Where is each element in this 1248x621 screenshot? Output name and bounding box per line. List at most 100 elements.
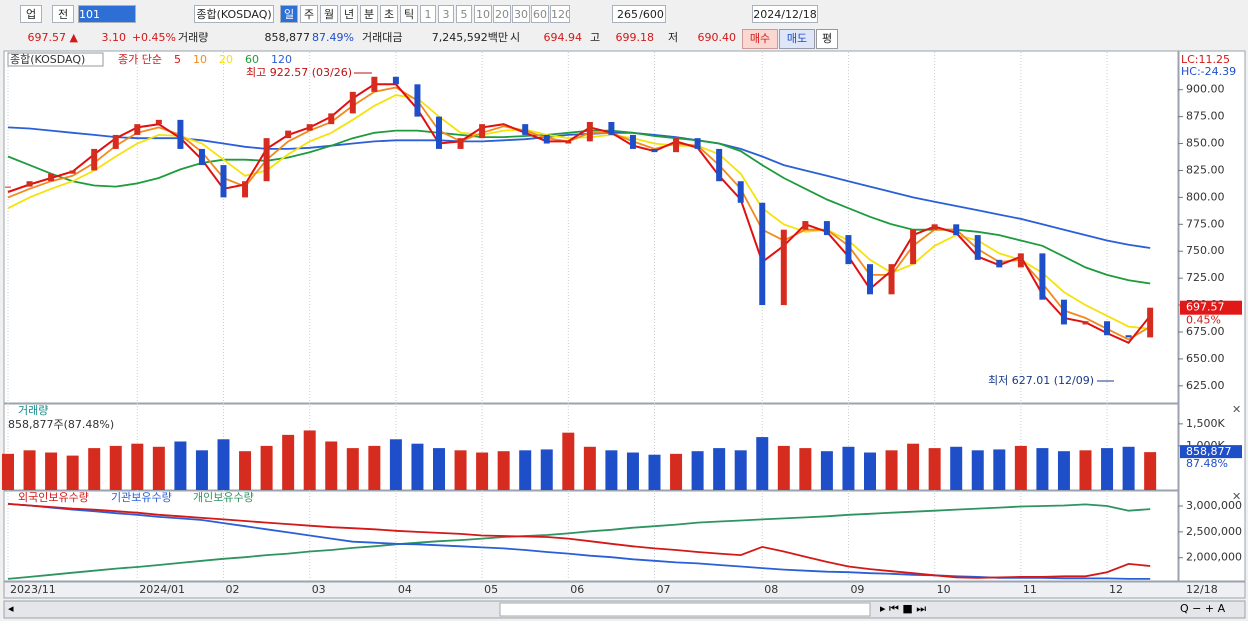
candle <box>867 264 873 295</box>
volume-bar <box>195 450 208 490</box>
toolbar-button[interactable]: 년 <box>340 5 358 23</box>
panel-subtitle: 858,877주(87.48%) <box>8 418 114 431</box>
legend-item: 외국인보유수량 <box>18 491 89 504</box>
legend-box <box>7 52 104 67</box>
quote-field: 시 <box>510 31 521 44</box>
y-tick-label: 825.00 <box>1186 163 1225 176</box>
volume-bar <box>325 441 338 490</box>
price-tag <box>1180 300 1242 315</box>
volume-bar <box>648 454 661 490</box>
x-tick-label: 05 <box>484 583 498 596</box>
y-tick-label: 900.00 <box>1186 83 1225 96</box>
y-tick-label: 2,500,000 <box>1186 525 1242 538</box>
x-tick-label: 10 <box>937 583 951 596</box>
candle <box>91 148 98 171</box>
y-tick-label: 875.00 <box>1186 110 1225 123</box>
volume-bar <box>217 439 230 490</box>
candle <box>673 138 680 153</box>
candle <box>823 221 830 236</box>
volume-bar <box>303 430 316 490</box>
holdings-line <box>7 503 1151 580</box>
x-tick-label: 06 <box>570 583 584 596</box>
quote-field: 거래량 <box>178 31 209 44</box>
volume-bar <box>476 452 489 490</box>
candle <box>565 141 572 144</box>
high-annotation: 최고 922.57 (03/26) <box>246 66 352 79</box>
quote-field: 858,877 <box>264 31 311 44</box>
volume-bar <box>368 445 381 490</box>
scroll-left[interactable]: ◂ <box>8 602 14 615</box>
toolbar-button[interactable]: 20 <box>493 5 511 23</box>
quote-field: 7,245,592백만 <box>431 31 508 44</box>
toolbar-button[interactable]: 30 <box>512 5 530 23</box>
quote-field: 거래대금 <box>362 31 403 44</box>
toolbar-button[interactable]: 월 <box>320 5 338 23</box>
toolbar-button[interactable]: /600 <box>638 5 666 23</box>
panel-close[interactable]: ✕ <box>1232 403 1241 416</box>
candle <box>888 264 895 295</box>
toolbar-button[interactable]: 3 <box>438 5 454 23</box>
x-tick-label: 2024/01 <box>139 583 185 596</box>
holdings-panel <box>3 490 1179 582</box>
toolbar-button[interactable]: 10 <box>474 5 492 23</box>
candle <box>242 181 249 198</box>
toolbar-button[interactable]: 틱 <box>400 5 418 23</box>
candle <box>134 124 141 135</box>
candle <box>1125 335 1132 338</box>
panel-title: 거래량 <box>18 404 48 417</box>
volume-bar <box>411 443 424 490</box>
candle <box>349 91 356 114</box>
toolbar-button[interactable]: 120 <box>550 5 570 23</box>
holdings-line <box>7 503 1151 580</box>
candle <box>651 148 658 153</box>
toolbar-button[interactable]: 60 <box>531 5 549 23</box>
hc-label: HC:-24.39 <box>1181 65 1236 78</box>
volume-bar <box>971 450 984 490</box>
legend-item: 개인보유수량 <box>193 491 254 504</box>
candle <box>414 84 421 117</box>
y-tick-label: 675.00 <box>1186 325 1225 338</box>
candle <box>500 124 507 126</box>
candle <box>392 76 399 85</box>
volume-bar <box>260 445 273 490</box>
toolbar-button[interactable]: 2024/12/18 <box>752 5 818 23</box>
quote-field[interactable]: 평 <box>816 29 838 49</box>
quote-field[interactable]: 매도 <box>779 29 815 49</box>
candle <box>479 124 486 139</box>
right-axis <box>1178 50 1246 582</box>
low-annotation: 최저 627.01 (12/09) <box>988 374 1094 387</box>
volume-bar <box>1122 446 1135 490</box>
toolbar-button[interactable]: 분 <box>360 5 378 23</box>
toolbar-button[interactable]: 5 <box>456 5 472 23</box>
toolbar-button[interactable]: 주 <box>300 5 318 23</box>
candle <box>845 235 852 265</box>
volume-bar <box>346 448 359 490</box>
candle <box>802 221 809 230</box>
quote-field[interactable]: 매수 <box>742 29 778 49</box>
volume-bar <box>23 450 36 490</box>
y-tick-label: 775.00 <box>1186 217 1225 230</box>
toolbar-button[interactable]: 101 <box>78 5 136 23</box>
y-tick-label: 725.00 <box>1186 271 1225 284</box>
toolbar-button[interactable]: 업 <box>20 5 42 23</box>
toolbar-button[interactable]: 1 <box>420 5 436 23</box>
scroll-thumb[interactable] <box>499 602 871 617</box>
toolbar-button[interactable]: 초 <box>380 5 398 23</box>
toolbar-button[interactable]: 전 <box>52 5 74 23</box>
y-tick-label: 3,000,000 <box>1186 499 1242 512</box>
playback-controls[interactable]: ▸ ⏮ ■ ⏭ <box>880 602 926 615</box>
volume-bar <box>1014 445 1027 490</box>
zoom-controls[interactable]: Q − + A <box>1180 602 1226 615</box>
volume-bar <box>389 439 402 490</box>
volume-bar <box>777 445 790 490</box>
toolbar-button[interactable]: 종합(KOSDAQ) <box>194 5 274 23</box>
toolbar-button[interactable]: 일 <box>280 5 298 23</box>
y-tick-label: 650.00 <box>1186 352 1225 365</box>
candle <box>586 122 593 142</box>
candle <box>737 181 744 203</box>
panel-close[interactable]: ✕ <box>1232 490 1241 503</box>
toolbar-button[interactable]: 265 <box>612 5 638 23</box>
legend-item: 기관보유수량 <box>111 491 172 504</box>
candle <box>263 138 270 182</box>
